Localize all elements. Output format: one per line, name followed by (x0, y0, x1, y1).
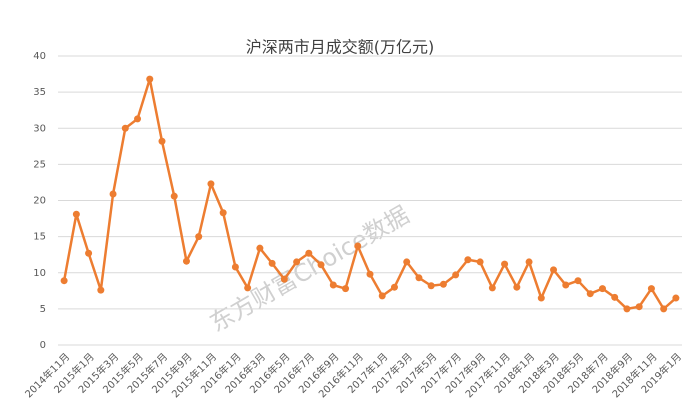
data-point (280, 275, 288, 283)
data-point (623, 305, 631, 313)
data-point (109, 190, 117, 198)
data-point (550, 266, 558, 274)
data-point (635, 303, 643, 311)
data-point (501, 260, 509, 268)
data-point (537, 294, 545, 302)
y-tick-label: 10 (33, 268, 46, 279)
data-point (586, 290, 594, 298)
y-tick-label: 25 (33, 159, 46, 170)
data-point (72, 210, 80, 218)
data-point (513, 283, 521, 291)
data-point (158, 137, 166, 145)
data-point (415, 274, 423, 282)
data-point (60, 277, 68, 285)
data-point (329, 281, 337, 289)
data-point (366, 270, 374, 278)
data-point (134, 115, 142, 123)
data-point (525, 258, 533, 266)
y-tick-label: 5 (40, 304, 46, 315)
data-point (195, 233, 203, 241)
data-point (342, 285, 350, 293)
y-tick-label: 15 (33, 232, 46, 243)
data-point (403, 258, 411, 266)
y-tick-label: 0 (40, 340, 46, 351)
data-point (305, 249, 313, 257)
data-point (146, 75, 154, 83)
data-point (354, 242, 362, 250)
data-point (268, 259, 276, 267)
data-point (647, 285, 655, 293)
data-point (256, 244, 264, 252)
data-point (231, 263, 239, 271)
data-point (427, 282, 435, 290)
data-point (317, 261, 325, 269)
data-point (244, 284, 252, 292)
data-point (378, 292, 386, 300)
data-point (219, 209, 227, 217)
data-point (488, 284, 496, 292)
y-tick-label: 35 (33, 87, 46, 98)
data-point (293, 258, 301, 266)
data-point (85, 249, 93, 257)
data-point (439, 280, 447, 288)
y-tick-label: 20 (33, 196, 46, 207)
data-point (170, 192, 178, 200)
data-point (611, 293, 619, 301)
data-point (476, 258, 484, 266)
data-point (672, 294, 680, 302)
chart-title: 沪深两市月成交额(万亿元) (246, 38, 435, 57)
data-point (574, 277, 582, 285)
data-point (660, 305, 668, 313)
y-tick-label: 30 (33, 123, 46, 134)
data-point (207, 180, 215, 188)
data-point (598, 285, 606, 293)
data-point (121, 124, 129, 132)
data-point (562, 281, 570, 289)
data-point (182, 257, 190, 265)
y-tick-label: 40 (33, 51, 46, 62)
data-point (452, 271, 460, 279)
data-point (464, 256, 472, 264)
data-point (97, 286, 105, 294)
data-point (390, 283, 398, 291)
